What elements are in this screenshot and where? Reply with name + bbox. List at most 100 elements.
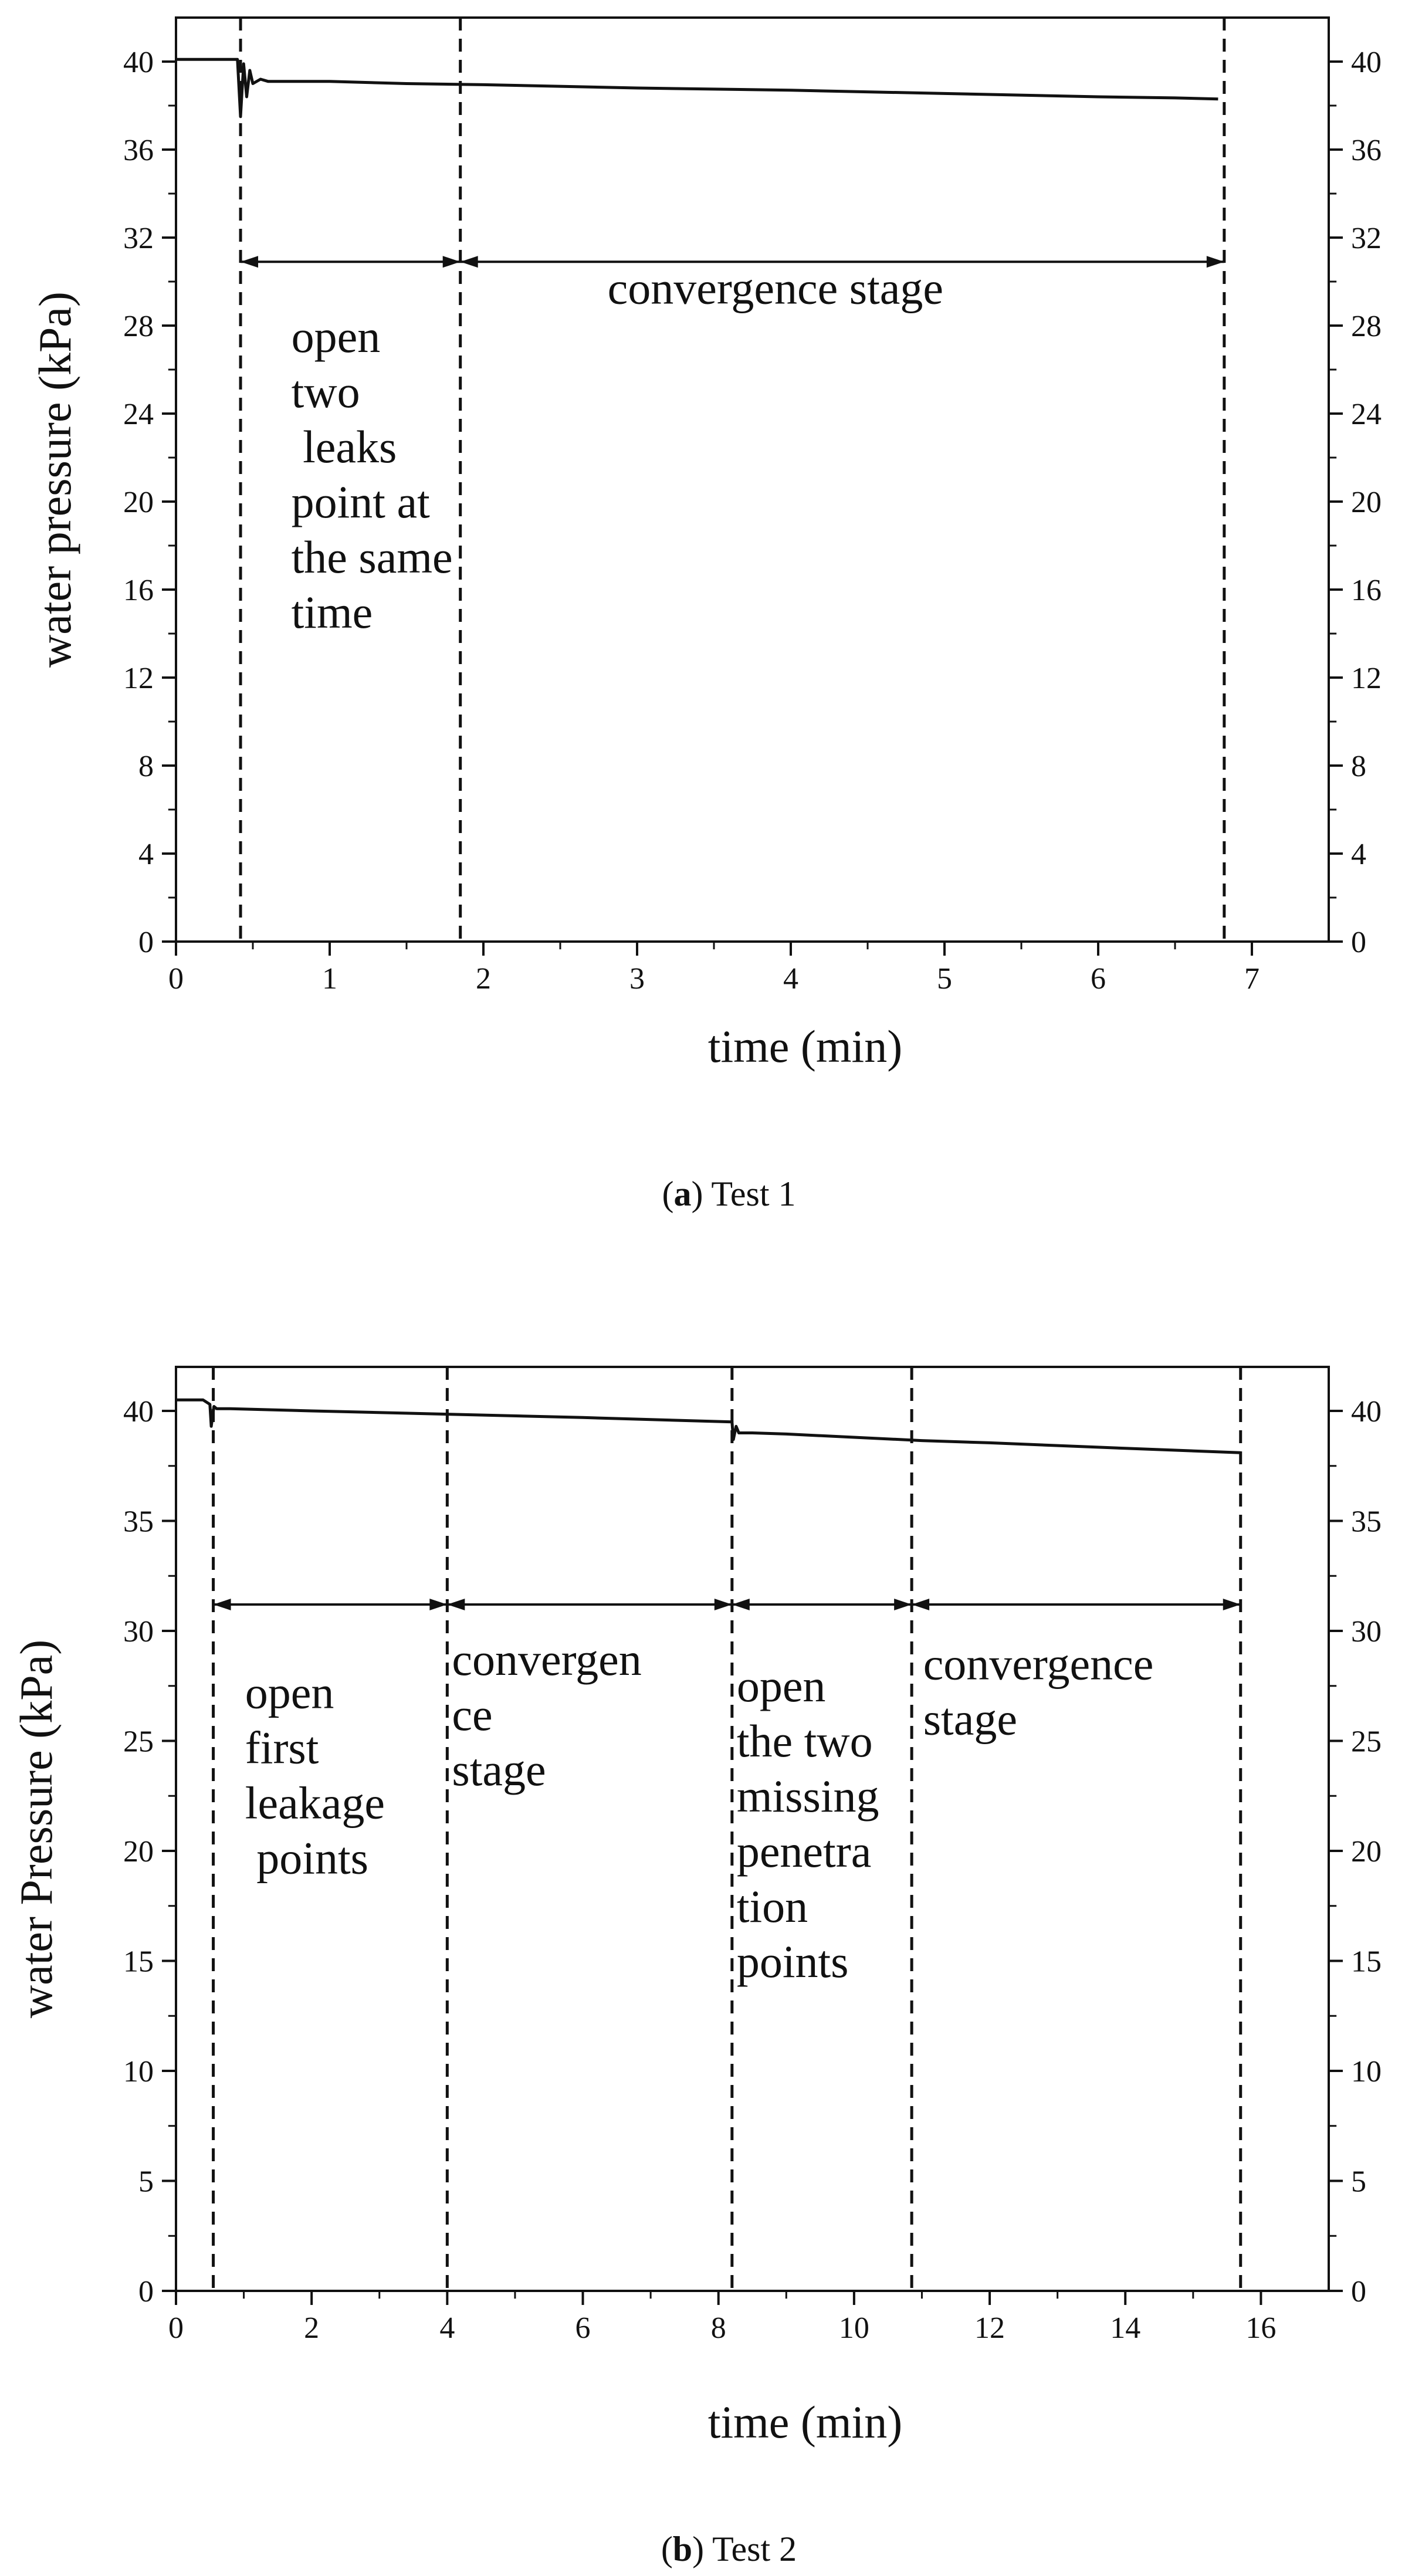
right-tick-label: 32 [1351,222,1382,255]
stage-annotation: open two leaks point at the same time [292,311,453,638]
caption-part: b [673,2530,692,2568]
y-tick-label: 28 [123,310,154,343]
y-tick-label: 40 [123,1395,154,1429]
x-tick-label: 3 [629,962,645,996]
y-tick-label: 20 [123,1835,154,1868]
right-tick-label: 28 [1351,310,1382,343]
right-tick-label: 10 [1351,2055,1382,2088]
x-tick-label: 2 [304,2311,319,2345]
x-tick-label: 6 [575,2311,591,2345]
x-tick-label: 14 [1110,2311,1140,2345]
y-tick-label: 16 [123,574,154,607]
chart-test-2: 0 2 4 6 8 10 12 14 16 0 5 10 15 20 25 30 35 40 0 5 10 15 20 25 3… [11,1366,1382,2568]
annotation-line: time [292,587,373,638]
arrow-head-left [912,1599,930,1610]
annotation-line: open [245,1667,334,1718]
caption-part: ) Test 2 [692,2530,797,2568]
right-tick-label: 0 [1351,2275,1366,2308]
y-tick-label: 15 [123,1945,154,1979]
right-tick-label: 36 [1351,134,1382,167]
x-axis-label: time (min) [708,1021,902,1072]
annotation-line: two [292,366,360,417]
caption-part: ( [661,2530,673,2568]
right-tick-label: 20 [1351,1835,1382,1868]
arrow-head-left [460,256,478,268]
right-tick-label: 35 [1351,1505,1382,1539]
caption-part: ( [662,1174,674,1213]
annotation-line: penetra [737,1826,872,1877]
annotation-line: points [737,1936,849,1987]
right-tick-label: 30 [1351,1615,1382,1648]
right-tick-label: 16 [1351,574,1382,607]
y-tick-label: 32 [123,222,154,255]
plot-frame [175,1366,1330,2292]
x-tick-label: 4 [439,2311,455,2345]
y-tick-label: 35 [123,1505,154,1539]
y-tick-label: 10 [123,2055,154,2088]
y-tick-label: 5 [138,2165,154,2199]
right-tick-label: 5 [1351,2165,1366,2199]
right-tick-label: 4 [1351,838,1366,871]
annotation-line: missing [737,1771,879,1822]
x-tick-label: 1 [322,962,337,996]
x-tick-label: 12 [974,2311,1005,2345]
annotation-line: convergen [452,1634,641,1685]
y-axis-label: water pressure (kPa) [29,292,80,668]
annotation-line: point at [292,476,430,527]
y-tick-label: 36 [123,134,154,167]
right-tick-label: 8 [1351,750,1366,783]
y-tick-label: 20 [123,486,154,519]
x-tick-label: 16 [1245,2311,1276,2345]
y-tick-label: 8 [138,750,154,783]
figure-caption: (b) Test 2 [661,2530,797,2568]
right-tick-label: 20 [1351,486,1382,519]
annotation-line: stage [923,1694,1017,1745]
x-tick-label: 5 [937,962,952,996]
arrow-head-left [241,256,259,268]
annotation-line: leaks [292,421,397,472]
arrow-head-right [714,1599,732,1610]
plot-frame [175,16,1330,943]
right-tick-label: 40 [1351,1395,1382,1429]
annotation-line: ce [452,1689,492,1740]
x-tick-label: 2 [476,962,491,996]
chart-test-1: 0 1 2 3 4 5 6 704812162024283236400481216202428… [29,16,1382,1213]
arrow-head-left [447,1599,465,1610]
arrow-head-right [1223,1599,1241,1610]
x-tick-label: 0 [168,2311,184,2345]
arrow-head-right [429,1599,448,1610]
x-tick-label: 4 [783,962,798,996]
annotation-line: convergence stage [608,263,943,314]
annotation-line: stage [452,1744,546,1795]
x-tick-label: 8 [711,2311,726,2345]
annotation-line: convergence [923,1639,1154,1690]
y-tick-label: 30 [123,1615,154,1648]
annotation-line: the two [737,1715,873,1766]
arrow-head-right [442,256,461,268]
stage-annotation: open first leakage points [245,1667,385,1883]
y-tick-label: 4 [138,838,154,871]
caption-part: a [673,1174,691,1213]
annotation-line: the same [292,532,453,583]
x-tick-label: 10 [839,2311,869,2345]
annotation-line: open [737,1660,826,1711]
x-tick-label: 0 [168,962,184,996]
right-tick-label: 12 [1351,662,1382,695]
y-tick-label: 24 [123,398,154,431]
arrow-head-left [732,1599,750,1610]
pressure-series-line [176,1398,1241,1454]
annotation-line: first [245,1722,319,1773]
annotation-line: points [245,1832,368,1883]
x-axis-label: time (min) [708,2396,902,2448]
right-tick-label: 15 [1351,1945,1382,1979]
x-tick-label: 6 [1091,962,1106,996]
arrow-head-left [213,1599,231,1610]
x-tick-label: 7 [1244,962,1260,996]
pressure-series-line [176,57,1218,119]
y-tick-label: 25 [123,1725,154,1759]
y-tick-label: 40 [123,46,154,79]
y-tick-label: 0 [138,926,154,959]
